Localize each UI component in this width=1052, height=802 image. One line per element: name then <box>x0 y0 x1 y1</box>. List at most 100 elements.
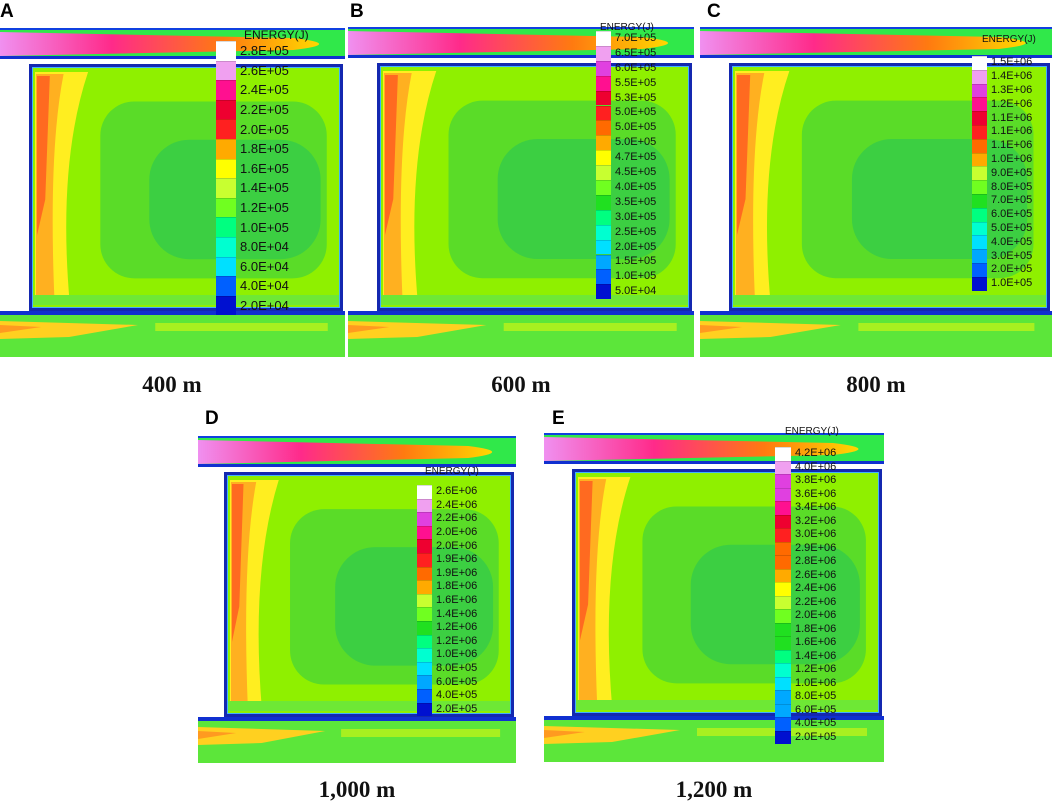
legend-swatch <box>596 284 611 300</box>
legend-row: 2.5E+05 <box>596 224 656 240</box>
legend-row: 1.6E+05 <box>216 158 289 179</box>
legend-row: 2.0E+05 <box>216 119 289 139</box>
legend-row: 5.0E+05 <box>972 221 1032 236</box>
legend-swatch <box>972 263 987 277</box>
legend-row: 3.0E+05 <box>596 209 656 225</box>
energy-contour-svg <box>0 25 345 357</box>
legend-value-label: 1.8E+06 <box>795 622 837 635</box>
legend-row: 5.3E+05 <box>596 90 657 106</box>
legend-row: 3.2E+06 <box>775 514 836 528</box>
legend-value-label: 5.5E+05 <box>615 76 657 89</box>
legend-row: 2.6E+06 <box>417 485 477 499</box>
legend-swatch <box>216 295 236 316</box>
legend-value-label: 2.6E+06 <box>795 568 837 581</box>
legend-row: 2.4E+06 <box>417 498 478 513</box>
legend-row: 5.0E+04 <box>596 284 656 300</box>
legend-value-label: 1.2E+06 <box>436 634 478 647</box>
legend-value-label: 6.0E+05 <box>615 61 657 74</box>
legend-title: ENERGY(J) <box>982 34 1036 45</box>
panel-letter: E <box>552 408 565 429</box>
legend-row: 1.0E+05 <box>972 276 1032 291</box>
panel-letter: B <box>350 1 364 22</box>
legend-row: 1.9E+06 <box>417 553 477 567</box>
legend-row: 2.0E+05 <box>972 263 1032 277</box>
legend-title: ENERGY(J) <box>785 426 839 437</box>
legend-row: 2.9E+06 <box>775 541 836 555</box>
legend-swatch <box>775 717 791 731</box>
legend-value-label: 2.0E+06 <box>795 609 837 622</box>
legend-swatch <box>775 649 791 663</box>
legend-row: 3.6E+06 <box>775 487 836 501</box>
legend-value-label: 1.6E+06 <box>795 636 837 649</box>
legend-row: 8.0E+04 <box>216 237 289 257</box>
legend-swatch <box>775 514 791 528</box>
legend-value-label: 8.0E+05 <box>436 662 478 675</box>
legend-swatch <box>775 555 791 569</box>
legend-row: 1.0E+06 <box>775 676 837 690</box>
legend-row: 6.0E+04 <box>216 256 289 277</box>
legend-value-label: 4.5E+05 <box>615 166 657 179</box>
legend-row: 9.0E+05 <box>972 166 1033 181</box>
legend-value-label: 1.4E+06 <box>436 607 478 620</box>
legend-row: 1.5E+05 <box>596 254 656 270</box>
legend-swatch <box>596 194 611 210</box>
legend-swatch <box>596 45 611 61</box>
legend-row: 1.0E+06 <box>972 152 1032 167</box>
legend-value-label: 1.3E+06 <box>991 83 1033 96</box>
legend-row: 2.0E+06 <box>417 525 477 540</box>
legend-value-label: 5.0E+05 <box>615 121 657 134</box>
legend-swatch <box>775 636 791 650</box>
panel-letter: C <box>707 1 721 22</box>
contour-plot <box>198 433 516 763</box>
legend-value-label: 1.0E+06 <box>795 676 837 689</box>
panel-letter: A <box>0 1 14 22</box>
legend-value-label: 8.0E+04 <box>240 239 289 255</box>
legend-value-label: 1.9E+06 <box>436 553 478 566</box>
legend-swatch <box>417 539 432 553</box>
energy-contour-svg <box>348 25 694 357</box>
legend-swatch <box>596 239 611 255</box>
legend-row: 1.2E+06 <box>417 634 478 649</box>
legend-value-label: 2.0E+06 <box>436 539 478 552</box>
legend-value-label: 6.0E+05 <box>991 208 1033 221</box>
legend-swatch <box>596 105 611 121</box>
legend-row: 2.0E+06 <box>775 609 836 623</box>
legend-value-label: 4.7E+05 <box>615 151 657 164</box>
legend-row: 1.4E+06 <box>775 649 836 663</box>
legend-value-label: 4.0E+06 <box>795 460 837 473</box>
legend-row: 1.5E+06 <box>972 56 1032 70</box>
legend-swatch <box>972 276 987 291</box>
legend-swatch <box>775 501 791 515</box>
legend-value-label: 6.0E+05 <box>436 675 478 688</box>
energy-contour-svg <box>198 433 516 763</box>
panel-letter: D <box>205 408 219 429</box>
legend-value-label: 2.0E+05 <box>436 702 478 715</box>
legend-value-label: 2.8E+05 <box>240 43 289 59</box>
legend-swatch <box>775 474 791 488</box>
legend-row: 1.0E+05 <box>596 269 656 285</box>
legend-row: 3.0E+06 <box>775 528 836 542</box>
legend-swatch <box>417 621 432 635</box>
legend-value-label: 2.0E+04 <box>240 298 289 314</box>
legend-value-label: 7.0E+05 <box>991 194 1033 207</box>
legend-swatch <box>775 690 791 704</box>
legend-row: 3.8E+06 <box>775 474 836 488</box>
legend-value-label: 5.3E+05 <box>615 91 657 104</box>
legend-value-label: 3.8E+06 <box>795 474 837 487</box>
legend-swatch <box>596 209 611 225</box>
legend-swatch <box>216 119 236 139</box>
legend-value-label: 9.0E+05 <box>991 166 1033 179</box>
legend-row: 2.2E+06 <box>417 512 477 526</box>
legend-row: 5.0E+05 <box>596 105 656 121</box>
legend-row: 6.0E+05 <box>775 703 836 717</box>
legend-row: 1.9E+06 <box>417 566 477 581</box>
legend-swatch <box>596 180 611 195</box>
legend-value-label: 2.4E+06 <box>436 498 478 511</box>
legend-row: 4.0E+06 <box>775 460 837 474</box>
legend-row: 4.5E+05 <box>596 165 656 180</box>
legend-swatch <box>775 703 791 717</box>
legend-swatch <box>417 648 432 662</box>
legend-swatch <box>216 217 236 237</box>
legend-row: 2.8E+05 <box>216 41 289 61</box>
legend-row: 1.2E+06 <box>417 621 477 635</box>
